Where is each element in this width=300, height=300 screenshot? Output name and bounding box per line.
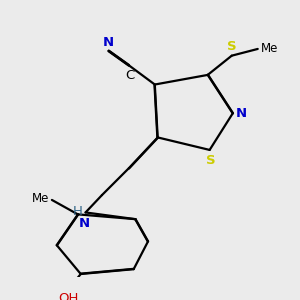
Text: N: N — [236, 107, 247, 120]
Text: H: H — [73, 205, 83, 218]
Text: OH: OH — [58, 292, 78, 300]
Text: Me: Me — [32, 192, 49, 205]
Text: S: S — [227, 40, 237, 53]
Text: N: N — [103, 36, 114, 49]
Text: N: N — [79, 217, 90, 230]
Text: Me: Me — [261, 42, 278, 56]
Text: S: S — [206, 154, 216, 167]
Text: C: C — [126, 69, 135, 82]
